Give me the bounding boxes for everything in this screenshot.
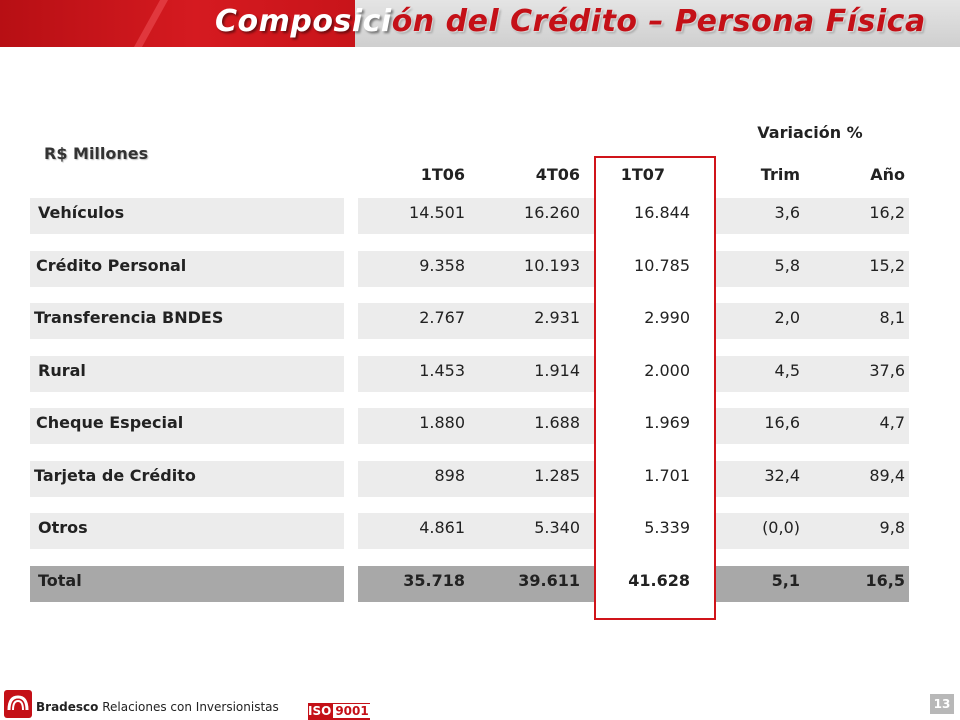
column-header: Trim [760,165,800,184]
highlight-cell-bg [596,198,714,234]
table-cell: 1.880 [419,413,465,432]
table-row-label-bg [30,460,344,497]
table-cell: 15,2 [869,255,905,275]
variation-group-header: Variación % [757,123,863,142]
total-cell: 35.718 [403,570,465,590]
title-bar-red-band [0,0,355,47]
table-row-label: Crédito Personal [36,255,187,275]
highlight-cell-bg [596,408,714,444]
column-header: 1T07 [620,165,665,184]
highlight-cell-bg [596,565,714,602]
column-header: Año [870,165,905,184]
table-cell: 1.285 [534,465,580,485]
table-cell: 4.861 [419,518,465,537]
table-row-label-bg [30,408,344,444]
table-cell: 32,4 [764,465,800,485]
footer-brand: Bradesco [36,700,99,714]
total-cell: 16,5 [865,570,905,590]
page-number: 13 [930,694,954,714]
current-quarter-highlight [594,156,716,620]
table-cell: 8,1 [879,308,905,327]
table-cell: 1.453 [419,360,465,380]
table-cell: 1.969 [644,413,690,432]
units-label: R$ Millones [44,144,149,163]
table-cell: 3,6 [774,203,800,222]
table-cell: 1.701 [644,465,690,485]
iso-badge: ISO 9001 [308,703,371,720]
table-row-label-bg [30,198,344,234]
table-cell: 89,4 [869,465,905,485]
table-row-label-bg [30,355,344,392]
table-cell: 10.785 [634,255,690,275]
table-cell: 16.260 [524,203,580,222]
table-cell: (0,0) [762,518,800,537]
footer-caption: Bradesco Relaciones con Inversionistas [36,700,279,714]
table-cell: 37,6 [869,360,905,380]
table-cell: 16,6 [764,413,800,432]
highlight-cell-bg [596,460,714,497]
table-cell: 2.000 [644,360,690,380]
table-row-label: Cheque Especial [36,413,184,432]
title-bar: Composición del Crédito – Persona Física [0,0,960,47]
table-row-label: Vehículos [38,203,125,222]
table-cell: 10.193 [524,255,580,275]
total-row-label-bg [30,565,344,602]
table-cell: 2.931 [534,308,580,327]
table-cell: 1.914 [534,360,580,380]
total-cell: 39.611 [518,570,580,590]
page-title: Composición del Crédito – Persona Física [215,4,926,39]
table-row-label-bg [30,303,344,339]
table-cell: 2.990 [644,308,690,327]
table-cell: 16,2 [869,203,905,222]
table-cell: 4,7 [879,413,905,432]
table-row-label-bg [30,513,344,549]
table-cell: 14.501 [409,203,465,222]
table-cell: 9,8 [879,518,905,537]
table-cell: 2.767 [419,308,465,327]
table-cell: 9.358 [419,255,465,275]
table-cell: 2,0 [774,308,800,327]
table-row-label: Rural [38,360,86,380]
table-cell: 898 [434,465,465,485]
table-row-label: Tarjeta de Crédito [34,465,196,485]
bradesco-logo-icon [4,690,32,718]
highlight-cell-bg [596,303,714,339]
table-cell: 4,5 [774,360,800,380]
table-cell: 5,8 [774,255,800,275]
total-cell: 5,1 [771,570,800,590]
table-row-label: Otros [38,518,88,537]
table-cell: 16.844 [634,203,690,222]
total-row-label: Total [38,570,82,590]
table-cell: 5.340 [534,518,580,537]
table-cell: 5.339 [644,518,690,537]
footer-subtitle: Relaciones con Inversionistas [102,700,279,714]
total-cell: 41.628 [628,570,690,590]
highlight-cell-bg [596,513,714,549]
title-bar-grey-band [355,0,960,47]
table-cell: 1.688 [534,413,580,432]
highlight-cell-bg [596,250,714,287]
swoosh-decoration-icon [134,0,168,47]
table-row-label-bg [30,250,344,287]
column-header: 1T06 [420,165,465,184]
highlight-cell-bg [596,355,714,392]
table-row-label: Transferencia BNDES [34,308,224,327]
column-header: 4T06 [535,165,580,184]
